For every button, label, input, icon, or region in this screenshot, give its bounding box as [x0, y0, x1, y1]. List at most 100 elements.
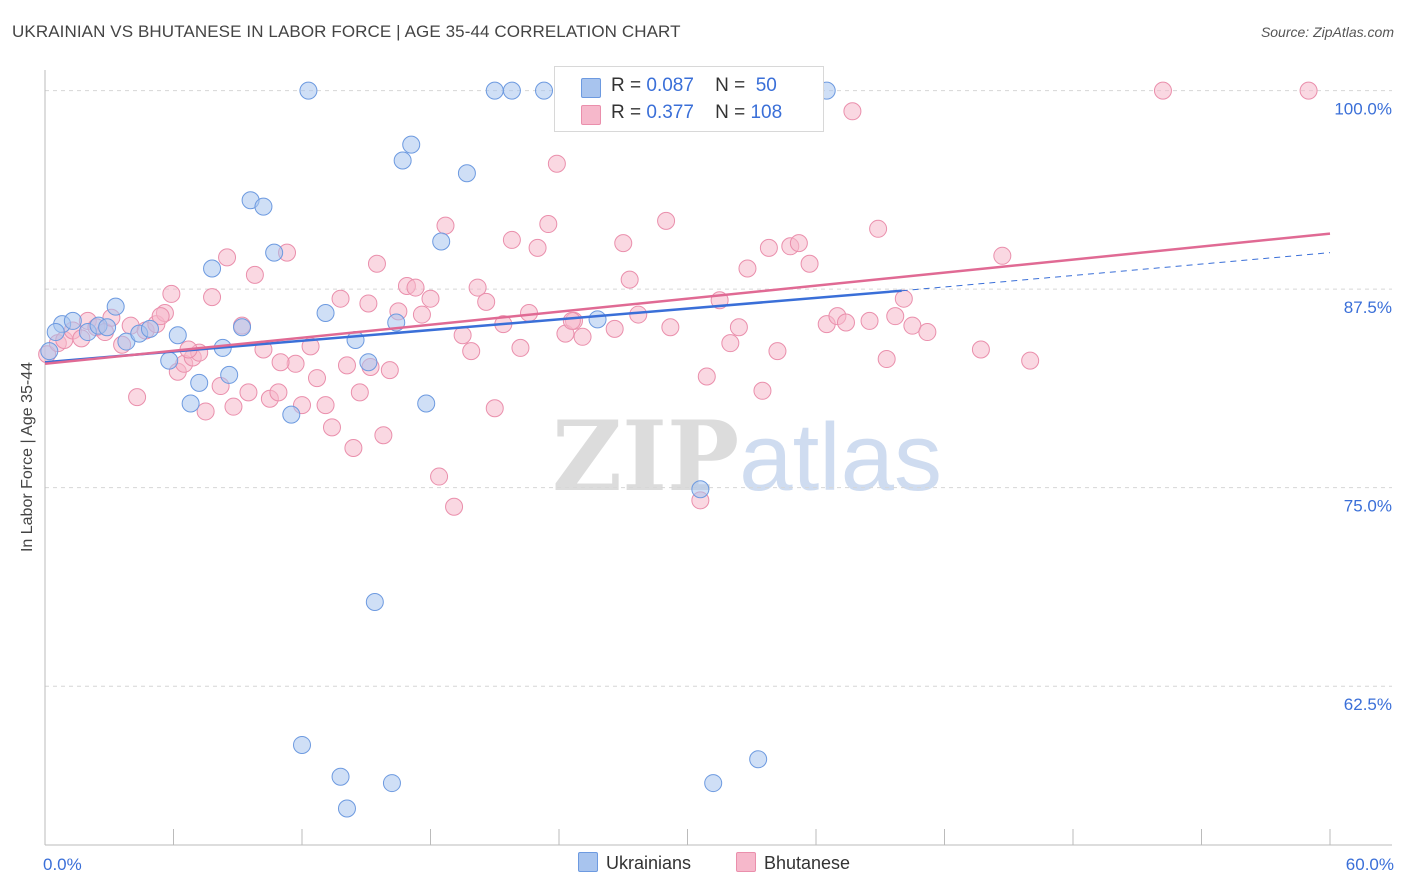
- data-point-ukrainians: [160, 351, 179, 370]
- data-point-ukrainians: [106, 297, 125, 316]
- data-point-bhutanese: [629, 305, 648, 324]
- data-point-bhutanese: [971, 340, 990, 359]
- data-point-bhutanese: [697, 367, 716, 386]
- data-point-ukrainians: [117, 332, 136, 351]
- data-point-ukrainians: [293, 735, 311, 754]
- data-point-ukrainians: [203, 259, 222, 278]
- data-point-ukrainians: [190, 373, 209, 392]
- legend-r-label: R =: [611, 102, 642, 123]
- legend-n-value: 108: [750, 102, 783, 123]
- data-point-bhutanese: [886, 307, 905, 326]
- data-point-bhutanese: [1153, 81, 1172, 100]
- data-point-bhutanese: [359, 294, 378, 313]
- data-point-ukrainians: [588, 310, 607, 329]
- data-point-bhutanese: [485, 399, 504, 418]
- y-tick-label: 100.0%: [1334, 100, 1392, 119]
- bottom-legend-swatch-ukrainians: [578, 852, 598, 872]
- data-point-bhutanese: [445, 497, 464, 516]
- data-point-ukrainians: [316, 303, 335, 322]
- y-tick-label: 62.5%: [1344, 695, 1392, 714]
- bottom-legend-swatch-bhutanese: [736, 852, 756, 872]
- data-point-bhutanese: [511, 338, 530, 357]
- legend-swatch-bhutanese: [581, 105, 601, 125]
- data-point-bhutanese: [162, 284, 181, 303]
- data-point-ukrainians: [691, 480, 710, 499]
- data-point-bhutanese: [269, 383, 288, 402]
- watermark: ZIPatlas: [552, 400, 942, 513]
- data-point-bhutanese: [539, 215, 558, 234]
- data-point-bhutanese: [877, 350, 896, 369]
- data-point-bhutanese: [412, 305, 431, 324]
- data-point-bhutanese: [430, 467, 449, 486]
- watermark-atlas: atlas: [739, 404, 942, 511]
- bottom-legend-bhutanese: Bhutanese: [736, 852, 850, 874]
- data-point-bhutanese: [918, 323, 937, 342]
- data-point-bhutanese: [547, 154, 566, 173]
- watermark-zip: ZIP: [552, 400, 740, 513]
- data-point-bhutanese: [196, 402, 215, 421]
- data-point-ukrainians: [46, 323, 65, 342]
- data-point-bhutanese: [406, 278, 425, 297]
- data-point-bhutanese: [753, 381, 772, 400]
- data-point-bhutanese: [350, 383, 369, 402]
- data-point-ukrainians: [365, 593, 384, 612]
- data-point-ukrainians: [254, 197, 273, 216]
- trend-extension-ukrainians: [901, 252, 1331, 292]
- data-point-ukrainians: [337, 799, 356, 818]
- data-point-bhutanese: [239, 383, 258, 402]
- data-point-bhutanese: [836, 313, 855, 332]
- legend-swatch-ukrainians: [581, 78, 601, 98]
- data-point-bhutanese: [337, 356, 356, 375]
- y-axis-label: In Labor Force | Age 35-44: [19, 361, 36, 553]
- data-point-ukrainians: [393, 151, 412, 170]
- data-point-bhutanese: [307, 369, 326, 388]
- data-point-ukrainians: [417, 394, 436, 413]
- data-point-bhutanese: [759, 238, 778, 257]
- legend-r-label: R =: [611, 75, 642, 96]
- data-point-bhutanese: [322, 418, 341, 437]
- data-point-bhutanese: [1021, 351, 1040, 370]
- data-point-ukrainians: [98, 318, 117, 337]
- y-tick-label: 87.5%: [1344, 298, 1392, 317]
- stats-legend: R = 0.087 N = 50 R = 0.377 N = 108: [554, 66, 824, 132]
- data-point-ukrainians: [63, 311, 82, 330]
- data-point-bhutanese: [661, 318, 680, 337]
- data-point-bhutanese: [468, 278, 487, 297]
- data-point-bhutanese: [224, 397, 243, 416]
- legend-r-value: 0.377: [646, 102, 694, 123]
- data-point-bhutanese: [128, 388, 147, 407]
- data-point-bhutanese: [331, 289, 350, 308]
- data-point-ukrainians: [485, 81, 504, 100]
- data-point-bhutanese: [502, 230, 521, 249]
- data-point-bhutanese: [573, 327, 592, 346]
- data-point-bhutanese: [562, 311, 581, 330]
- data-point-ukrainians: [535, 81, 554, 100]
- data-point-bhutanese: [245, 265, 264, 284]
- data-point-bhutanese: [860, 311, 879, 330]
- trend-line-bhutanese: [44, 232, 1331, 366]
- data-point-ukrainians: [299, 81, 318, 100]
- data-point-ukrainians: [233, 318, 252, 337]
- data-point-bhutanese: [367, 254, 386, 273]
- data-point-bhutanese: [894, 289, 913, 308]
- data-point-bhutanese: [605, 319, 624, 338]
- data-point-bhutanese: [380, 361, 399, 380]
- data-point-bhutanese: [1299, 81, 1318, 100]
- data-point-ukrainians: [168, 326, 187, 345]
- bottom-legend-label: Bhutanese: [764, 853, 851, 873]
- data-point-bhutanese: [453, 326, 472, 345]
- data-point-ukrainians: [502, 81, 521, 100]
- data-point-bhutanese: [614, 234, 633, 253]
- data-point-ukrainians: [181, 394, 200, 413]
- data-point-ukrainians: [402, 135, 421, 154]
- data-point-bhutanese: [316, 396, 335, 415]
- data-point-bhutanese: [271, 353, 290, 372]
- bottom-legend-ukrainians: Ukrainians: [578, 852, 691, 874]
- bottom-legend-label: Ukrainians: [606, 853, 692, 873]
- data-point-bhutanese: [344, 438, 363, 457]
- data-point-ukrainians: [331, 767, 350, 786]
- data-point-ukrainians: [432, 232, 451, 251]
- data-point-bhutanese: [528, 238, 547, 257]
- data-point-bhutanese: [203, 288, 222, 307]
- data-point-ukrainians: [140, 319, 159, 338]
